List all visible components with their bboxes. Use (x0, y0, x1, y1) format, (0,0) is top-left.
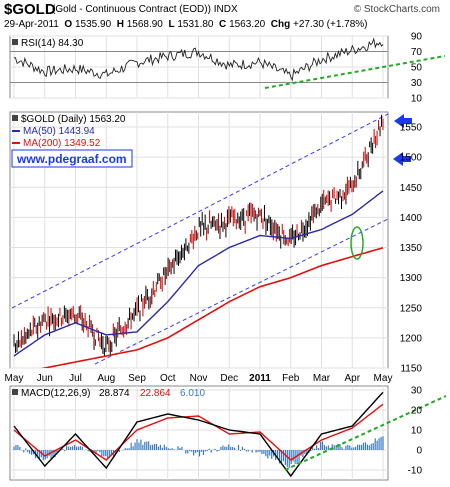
x-tick-label: Sep (128, 373, 146, 384)
channel-lower-line (94, 218, 388, 365)
x-tick-label: Jul (69, 373, 82, 384)
x-tick-label: Oct (160, 373, 176, 384)
price-y-axis: 1550 1500 1450 1400 1350 1300 1250 1200 1150 (400, 123, 423, 375)
rsi-legend: RSI(14) 84.30 (12, 38, 84, 49)
rsi-legend-swatch (12, 39, 18, 45)
price-tick-label: 1250 (400, 303, 423, 314)
change-label: Chg (270, 19, 291, 30)
exchange-label: INDX (213, 4, 238, 15)
macd-tick-label: 0 (416, 446, 422, 457)
price-tick-label: 1400 (400, 213, 423, 224)
rsi-y-axis: 90 70 50 30 10 (411, 32, 423, 105)
ticker-symbol: $GOLD (4, 1, 56, 18)
price-tick-label: 1500 (400, 153, 423, 164)
channel-upper-line (11, 113, 388, 309)
quote-date: 29-Apr-2011 (4, 19, 59, 30)
quote-line: 29-Apr-2011 O 1535.90 H 1568.90 L 1531.8… (4, 19, 368, 30)
macd-y-axis: 30 20 10 0 -10 (408, 386, 423, 477)
price-tick-label: 1350 (400, 243, 423, 254)
rsi-series (10, 37, 388, 83)
x-tick-label: May (5, 373, 24, 384)
macd-trendline (284, 395, 447, 471)
close-label: C (219, 19, 227, 30)
high-value: 1568.90 (126, 19, 163, 30)
rsi-trendline (264, 55, 446, 89)
watermark-text: www.pdegraaf.com (16, 152, 127, 166)
macd-legend-macd: 28.874 (99, 388, 130, 399)
macd-tick-label: 30 (411, 386, 423, 397)
x-axis: May Jun Jul Aug Sep Oct Nov Dec 2011 Feb Mar Apr May (5, 373, 393, 384)
support-ellipse (350, 226, 364, 260)
ma50-legend-text: MA(50) 1443.94 (23, 126, 95, 137)
rsi-tick-label: 10 (411, 94, 423, 105)
x-tick-label: Jun (37, 373, 53, 384)
contract-description: (Gold - Continuous Contract (EOD)) INDX (52, 4, 238, 15)
price-tick-label: 1550 (400, 123, 423, 134)
macd-legend-title: MACD(12,26,9) (21, 388, 90, 399)
price-tick-label: 1450 (400, 183, 423, 194)
x-tick-label: Mar (313, 373, 331, 384)
price-tick-label: 1150 (400, 364, 422, 375)
rsi-line (13, 37, 384, 82)
macd-tick-label: 10 (411, 426, 423, 437)
chart-header: $GOLD (Gold - Continuous Contract (EOD))… (0, 0, 450, 34)
x-tick-label: Apr (344, 373, 360, 384)
rsi-legend-text: RSI(14) 84.30 (21, 38, 84, 49)
rsi-tick-label: 90 (411, 32, 423, 43)
macd-legend-signal: 22.864 (140, 388, 171, 399)
x-tick-label: Feb (282, 373, 300, 384)
price-panel: $GOLD (Daily) 1563.20 MA(50) 1443.94 MA(… (9, 111, 423, 375)
macd-grid (10, 386, 388, 480)
price-legend: $GOLD (Daily) 1563.20 MA(50) 1443.94 MA(… (12, 114, 126, 149)
rsi-tick-label: 30 (411, 78, 423, 89)
open-label: O (64, 19, 73, 30)
rsi-tick-label: 70 (411, 47, 423, 58)
low-label: L (168, 19, 175, 30)
signal-line (13, 403, 384, 461)
ma200-legend-text: MA(200) 1349.52 (23, 138, 101, 149)
macd-panel: MACD(12,26,9) 28.874 22.864 6.010 30 20 10… (9, 385, 447, 481)
x-tick-label: May (374, 373, 393, 384)
arrow-left-icon (394, 114, 412, 128)
open-value: 1535.90 (74, 19, 112, 30)
x-tick-label: Aug (97, 373, 115, 384)
price-tick-label: 1200 (400, 333, 423, 344)
macd-tick-label: -10 (408, 466, 423, 477)
x-tick-label: Dec (220, 373, 238, 384)
close-value: 1563.20 (229, 19, 266, 30)
macd-legend: MACD(12,26,9) 28.874 22.864 6.010 (12, 388, 205, 399)
x-tick-label: Nov (190, 373, 208, 384)
brand-label: © StockCharts.com (353, 4, 440, 15)
macd-legend-hist: 6.010 (180, 388, 205, 399)
high-label: H (116, 19, 124, 30)
change-value: +27.30 (+1.78%) (293, 19, 368, 30)
low-value: 1531.80 (177, 19, 214, 30)
macd-line (13, 391, 384, 478)
ma50-line (13, 190, 384, 357)
x-tick-label: 2011 (249, 373, 271, 384)
rsi-tick-label: 50 (411, 63, 423, 74)
price-bars (13, 114, 384, 357)
price-legend-swatch (12, 115, 18, 121)
rsi-panel: RSI(14) 84.30 90 70 50 30 10 (9, 32, 446, 105)
watermark-box (11, 149, 133, 168)
macd-tick-label: 20 (411, 406, 423, 417)
price-tick-label: 1300 (400, 273, 423, 284)
contract-name: (Gold - Continuous Contract (EOD)) (52, 4, 211, 15)
price-legend-main: $GOLD (Daily) 1563.20 (21, 114, 126, 125)
ma200-line (40, 247, 384, 368)
arrow-left-icon (393, 152, 411, 166)
macd-legend-swatch (12, 389, 18, 395)
